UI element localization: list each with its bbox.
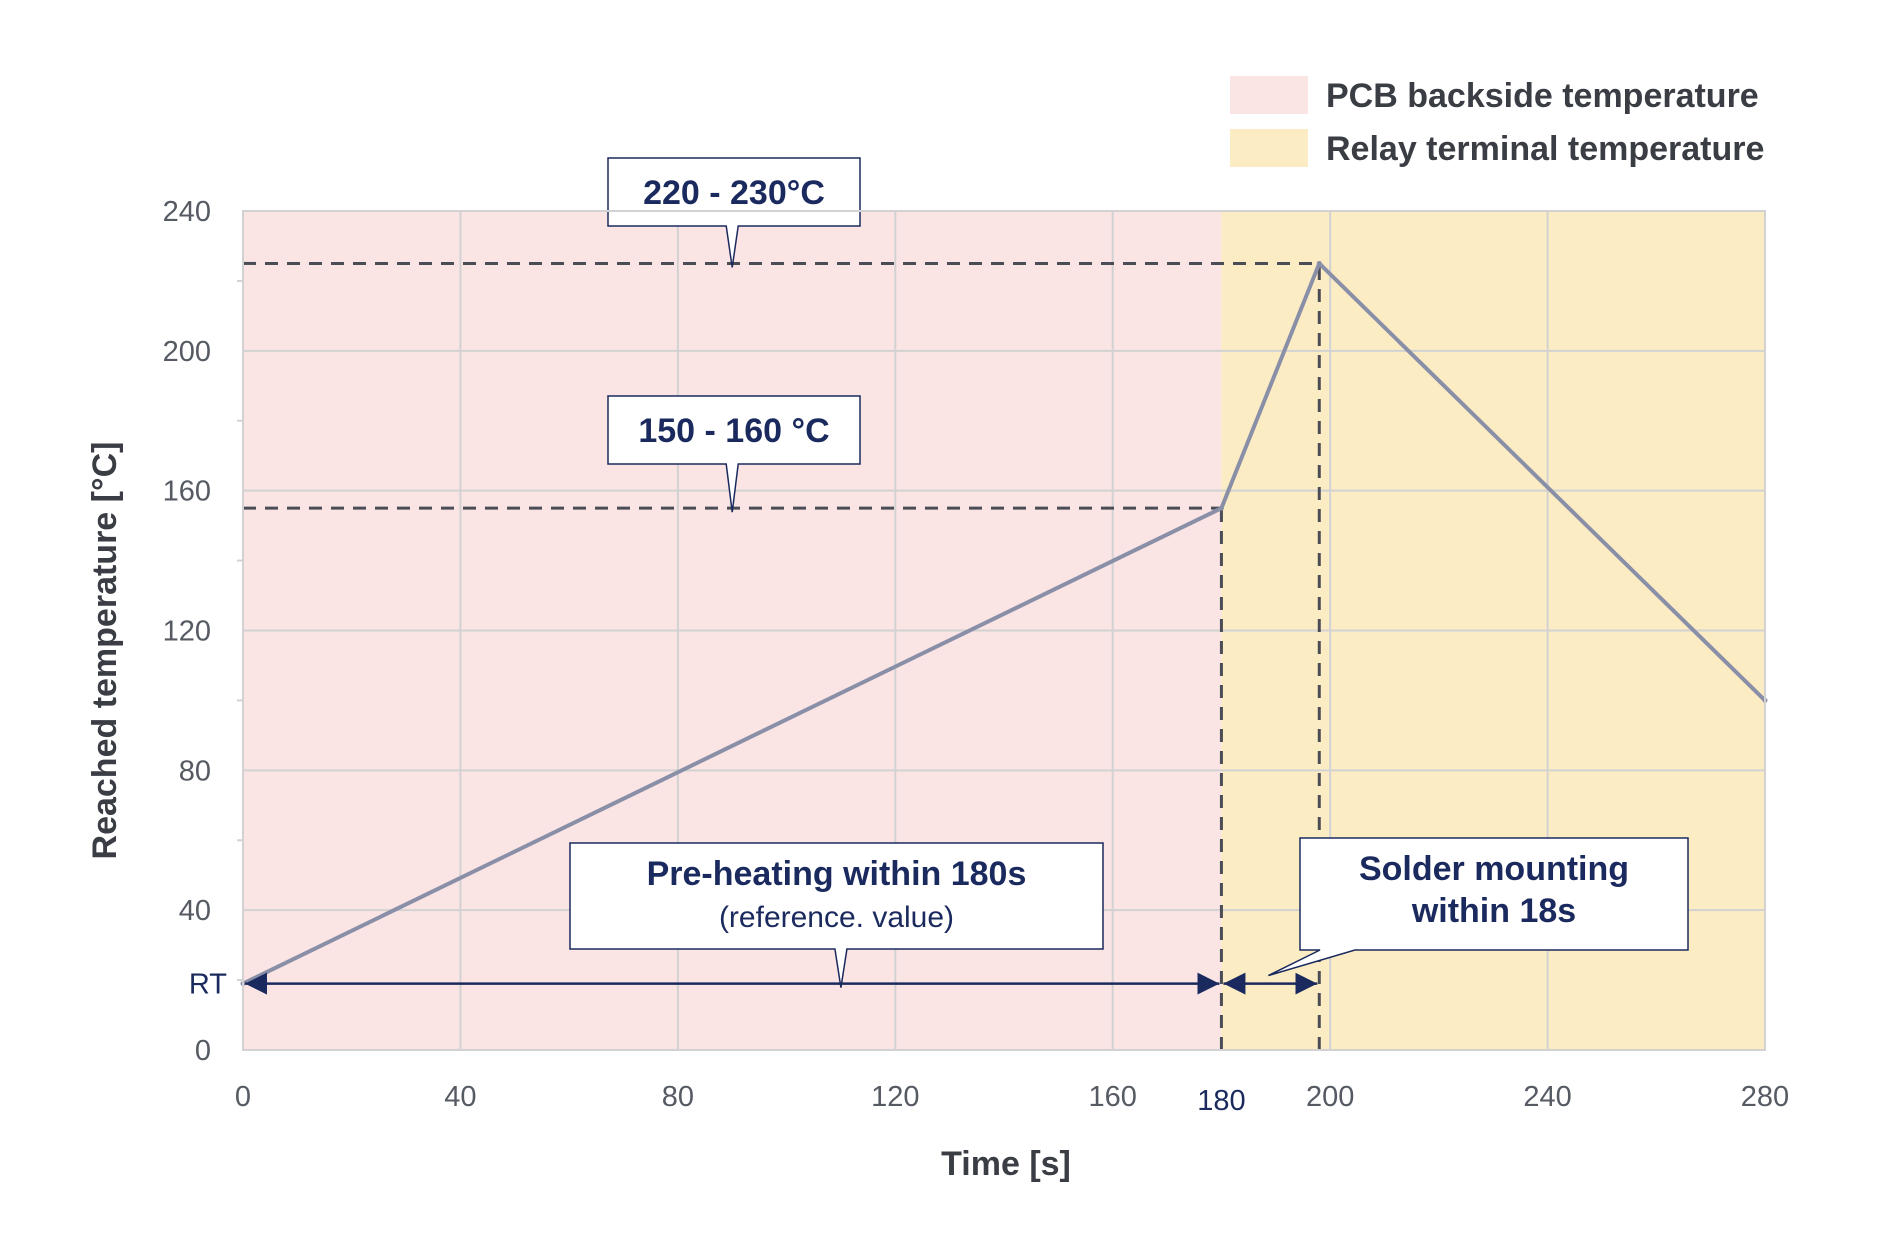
y-tick-label: 0 [195,1035,211,1067]
callout-peak: 220 - 230°C [607,157,861,268]
y-tick-label: 80 [179,755,211,787]
x-tick-label: 240 [1523,1081,1571,1113]
callout-box-solder-time [1268,837,1689,977]
callout-solder-time: Solder mounting within 18s [1268,837,1689,977]
callout-text-preheat-temp: 150 - 160 °C [638,412,829,450]
series-line-temperature-profile [242,261,1767,986]
legend-label-0: PCB backside temperature [1326,77,1759,115]
y-tick-label: 40 [179,895,211,927]
y-tick-label: 200 [163,336,211,368]
x-tick-label-180: 180 [1197,1085,1245,1117]
y-tick-label: 160 [163,476,211,508]
callout-preheat-temp: 150 - 160 °C [607,395,861,513]
callout-text-preheat-time-line2: (reference. value) [719,901,954,934]
callout-text-solder-time-line1: Solder mounting [1359,850,1629,888]
x-axis-title: Time [s] [941,1145,1071,1183]
x-tick-label: 120 [871,1081,919,1113]
legend-swatch-1 [1230,129,1308,167]
x-tick-label: 0 [235,1081,251,1113]
x-tick-label: 80 [662,1081,694,1113]
x-tick-label: 200 [1306,1081,1354,1113]
callout-text-preheat-time-line1: Pre-heating within 180s [647,855,1027,893]
y-tick-label: 120 [163,616,211,648]
callout-box-peak [607,157,861,268]
rt-label: RT [189,969,227,1001]
x-tick-label: 280 [1741,1081,1789,1113]
callout-text-solder-time-line2: within 18s [1411,892,1576,930]
x-tick-label: 160 [1089,1081,1137,1113]
callout-box-preheat-temp [607,395,861,513]
series-point [1316,260,1322,266]
y-tick-label: 240 [163,196,211,228]
legend-swatch-0 [1230,76,1308,114]
x-tick-label: 40 [444,1081,476,1113]
callout-box-preheat-time [569,842,1104,988]
callout-preheat-time: Pre-heating within 180s (reference. value… [569,842,1104,988]
plot-frame [242,210,1766,1051]
y-axis-title: Reached temperature [°C] [86,442,124,860]
callout-text-peak: 220 - 230°C [643,174,825,212]
legend-label-1: Relay terminal temperature [1326,130,1764,168]
series-point [1218,505,1224,511]
